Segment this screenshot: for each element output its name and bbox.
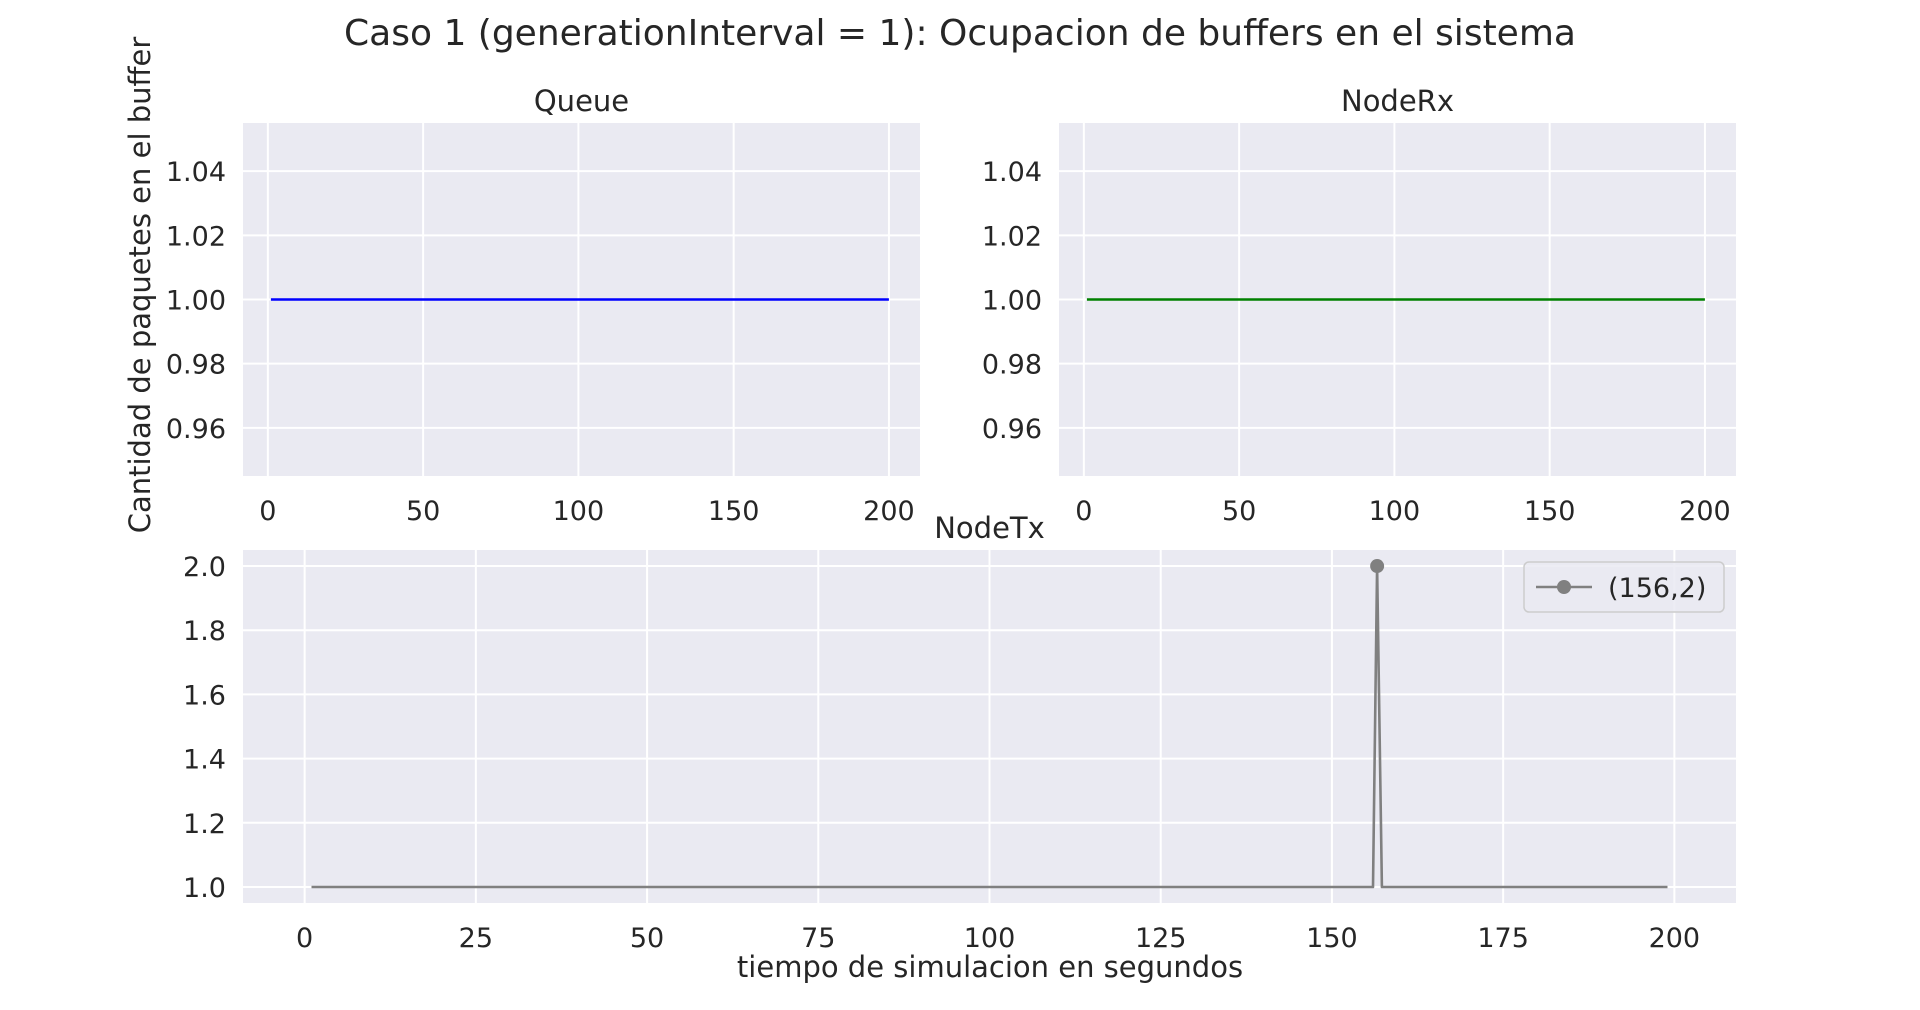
noderx-y-tick-label: 1.04	[982, 157, 1042, 188]
queue-x-tick-label: 150	[708, 496, 760, 527]
nodetx-x-tick-label: 50	[630, 923, 664, 954]
nodetx-x-tick-label: 200	[1649, 923, 1701, 954]
nodetx-x-tick-label: 125	[1135, 923, 1187, 954]
noderx-x-tick-label: 50	[1222, 496, 1256, 527]
nodetx-legend	[1523, 561, 1725, 613]
nodetx-legend-marker	[1557, 580, 1571, 594]
queue-y-tick-label: 1.00	[166, 286, 226, 317]
queue-y-tick-label: 0.98	[166, 350, 226, 381]
noderx-x-tick-label: 0	[1075, 496, 1092, 527]
nodetx-x-tick-label: 100	[964, 923, 1016, 954]
noderx-y-tick-label: 1.02	[982, 221, 1042, 252]
x-axis-label: tiempo de simulacion en segundos	[737, 950, 1243, 984]
noderx-x-tick-label: 150	[1524, 496, 1576, 527]
nodetx-x-tick-label: 150	[1306, 923, 1358, 954]
nodetx-y-tick-label: 1.8	[183, 616, 226, 647]
nodetx-panel: 0 25 50 75 100 125 150 175 200 1.0 1.2 1.4 1.6 1.8 2.0…	[183, 511, 1736, 954]
nodetx-y-tick-label: 1.0	[183, 873, 226, 904]
nodetx-y-tick-label: 1.6	[183, 680, 226, 711]
figure-title: Caso 1 (generationInterval = 1): Ocupaci…	[344, 13, 1576, 54]
queue-y-tick-label: 1.02	[166, 221, 226, 252]
noderx-y-tick-label: 0.98	[982, 350, 1042, 381]
nodetx-x-tick-label: 175	[1477, 923, 1529, 954]
noderx-x-tick-label: 200	[1679, 496, 1731, 527]
nodetx-x-tick-label: 25	[459, 923, 493, 954]
queue-x-tick-label: 0	[259, 496, 276, 527]
noderx-title: NodeRx	[1341, 84, 1454, 118]
queue-x-tick-label: 50	[406, 496, 440, 527]
noderx-x-tick-label: 100	[1369, 496, 1421, 527]
queue-panel: 0 50 100 150 200 0.96 0.98 1.00 1.02 1.04 Queue	[166, 84, 920, 527]
nodetx-legend-label: (156,2)	[1608, 573, 1706, 604]
nodetx-y-tick-label: 1.4	[183, 745, 226, 776]
noderx-y-tick-label: 1.00	[982, 286, 1042, 317]
queue-x-tick-label: 100	[553, 496, 605, 527]
queue-y-tick-label: 0.96	[166, 414, 226, 445]
queue-y-tick-label: 1.04	[166, 157, 226, 188]
nodetx-y-tick-label: 2.0	[183, 552, 226, 583]
nodetx-y-tick-label: 1.2	[183, 809, 226, 840]
noderx-panel: 0 50 100 150 200 0.96 0.98 1.00 1.02 1.04 NodeRx	[982, 84, 1736, 527]
noderx-y-tick-label: 0.96	[982, 414, 1042, 445]
nodetx-x-tick-label: 0	[296, 923, 313, 954]
y-axis-label: Cantidad de paquetes en el buffer	[123, 37, 157, 534]
nodetx-data-point	[1370, 559, 1385, 574]
queue-title: Queue	[534, 84, 629, 118]
nodetx-x-tick-label: 75	[801, 923, 835, 954]
nodetx-title: NodeTx	[934, 511, 1045, 545]
queue-x-tick-label: 200	[863, 496, 915, 527]
